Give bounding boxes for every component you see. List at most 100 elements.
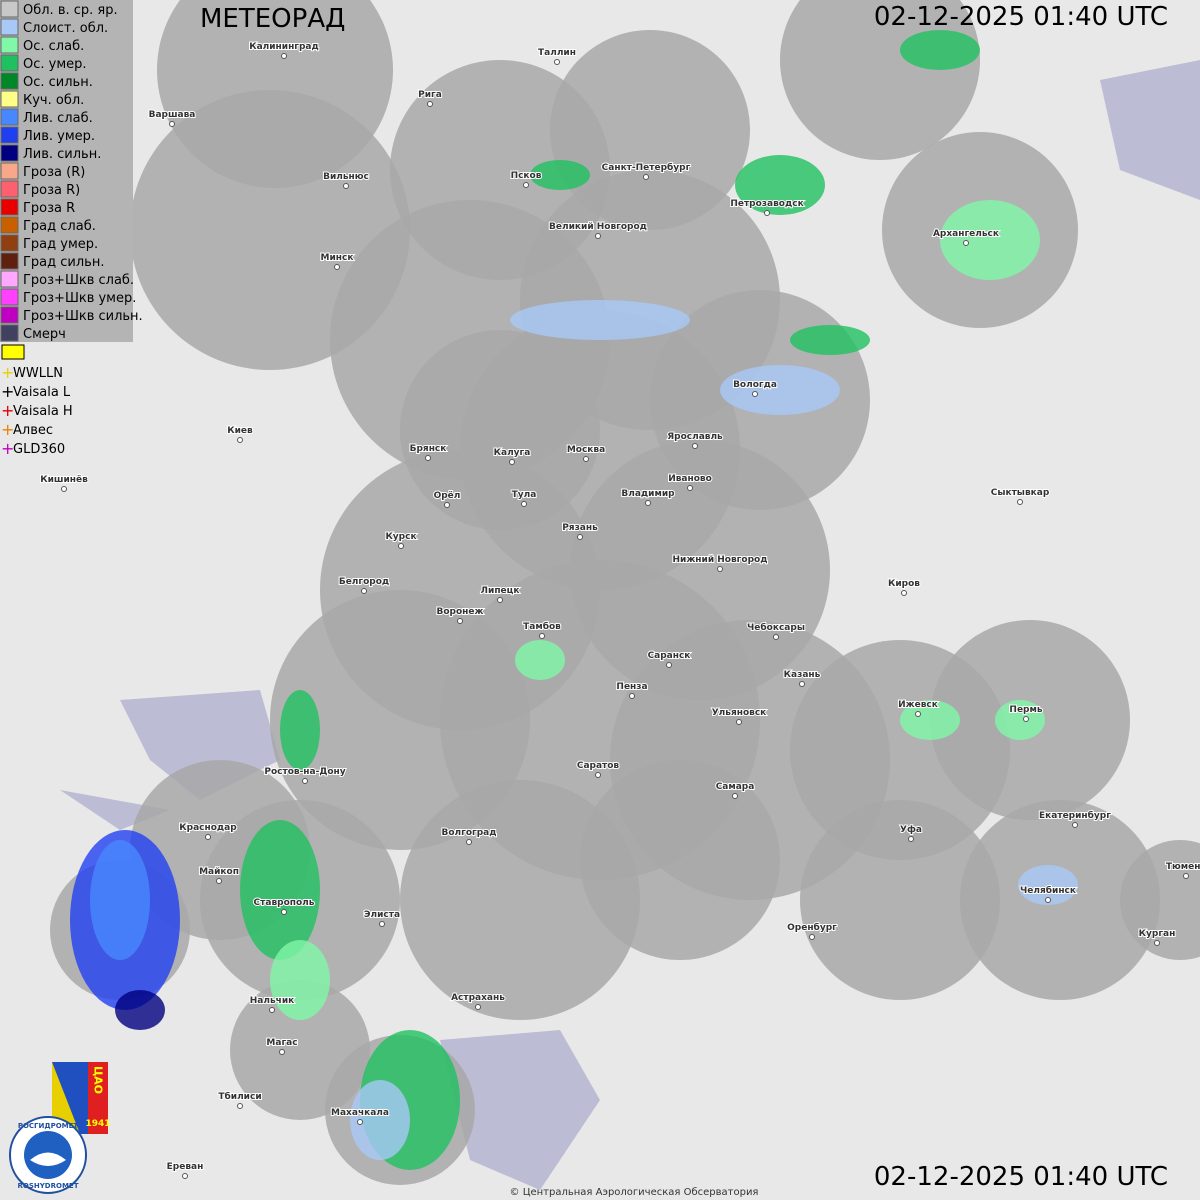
city-dot — [643, 174, 649, 180]
city-dot — [281, 53, 287, 59]
legend-label: Лив. сильн. — [23, 147, 101, 162]
city-label: Чебоксары — [747, 622, 805, 633]
legend-swatch — [0, 144, 19, 162]
city-label: Великий Новгород — [549, 222, 647, 232]
city-dot — [595, 772, 601, 778]
legend-swatch — [0, 162, 19, 180]
city-label: Калининград — [249, 42, 319, 52]
precip-area — [510, 300, 690, 340]
legend-label: Гроз+Шкв умер. — [23, 291, 136, 306]
precip-area — [790, 325, 870, 355]
city-dot — [1017, 499, 1023, 505]
city-dot — [752, 391, 758, 397]
copyright: © Центральная Аэрологическая Обсерватори… — [510, 1187, 759, 1198]
city-label: Вологда — [733, 380, 777, 390]
city-label: Воронеж — [437, 607, 484, 617]
precip-area — [940, 200, 1040, 280]
precip-area — [995, 700, 1045, 740]
city-label: Тбилиси — [218, 1091, 261, 1102]
city-label: Курск — [385, 532, 416, 542]
city-dot — [427, 101, 433, 107]
precipitation — [70, 30, 1078, 1170]
city-dot — [583, 456, 589, 462]
city-dot — [169, 121, 175, 127]
lightning-symbol: + — [1, 382, 14, 401]
city-label: Ульяновск — [712, 708, 767, 718]
legend-background — [0, 0, 133, 342]
legend-label: Смерч — [23, 327, 66, 342]
city-dot — [539, 633, 545, 639]
city-label: Рига — [418, 90, 442, 100]
city-dot — [237, 1103, 243, 1109]
city-dot — [425, 455, 431, 461]
city-label: Киев — [227, 426, 253, 436]
legend-swatch — [0, 72, 19, 90]
city-label: Нижний Новгород — [673, 555, 768, 565]
logo-year: 1941 — [85, 1119, 110, 1129]
city-label: Пенза — [616, 682, 647, 692]
precip-area — [515, 640, 565, 680]
legend-swatch — [0, 180, 19, 198]
legend-swatch — [0, 306, 19, 324]
city-label: Архангельск — [933, 229, 999, 239]
legend-label: Слоист. обл. — [23, 21, 108, 36]
city-dot — [379, 921, 385, 927]
radar-circle — [800, 800, 1000, 1000]
city-label: Рязань — [562, 523, 598, 533]
city-label: Санкт-Петербург — [602, 162, 691, 173]
city-label: Белгород — [339, 577, 389, 587]
city-label: Саратов — [577, 761, 620, 771]
city-label: Тюмень — [1166, 862, 1200, 872]
legend-label: Град сильн. — [23, 255, 104, 270]
city-dot — [717, 566, 723, 572]
city-label: Пермь — [1009, 705, 1042, 715]
city-dot — [61, 486, 67, 492]
city-label: Саранск — [648, 651, 691, 661]
city-dot — [645, 500, 651, 506]
city-dot — [764, 210, 770, 216]
city-label: Магас — [266, 1038, 297, 1048]
city-label: Курган — [1139, 929, 1176, 939]
city-dot — [357, 1119, 363, 1125]
city-dot — [361, 588, 367, 594]
city-label: Брянск — [410, 444, 447, 454]
city-dot — [629, 693, 635, 699]
city-dot — [205, 834, 211, 840]
logo-ring: ROSHYDROMET — [18, 1182, 79, 1190]
city-label: Майкоп — [199, 867, 239, 877]
city-label: Орёл — [434, 491, 461, 501]
city-dot — [521, 501, 527, 507]
city-dot — [554, 59, 560, 65]
city-dot — [269, 1007, 275, 1013]
city-label: Уфа — [900, 825, 922, 835]
legend-swatch — [0, 270, 19, 288]
lightning-label: GLD360 — [13, 442, 65, 457]
legend-label: Лив. умер. — [23, 129, 95, 144]
city-dot — [1154, 940, 1160, 946]
legend-swatch — [0, 234, 19, 252]
legend-swatch — [0, 108, 19, 126]
legend-swatch — [0, 288, 19, 306]
precip-area — [270, 940, 330, 1020]
city-dot — [1045, 897, 1051, 903]
city-dot — [901, 590, 907, 596]
precip-area — [900, 700, 960, 740]
city-label: Екатеринбург — [1039, 810, 1111, 821]
city-dot — [809, 934, 815, 940]
city-dot — [216, 878, 222, 884]
radar-circle — [230, 980, 370, 1120]
city-dot — [736, 719, 742, 725]
city-dot — [281, 909, 287, 915]
city-dot — [732, 793, 738, 799]
city-dot — [963, 240, 969, 246]
legend-label: Лив. слаб. — [23, 111, 93, 126]
precip-area — [735, 155, 825, 215]
city-dot — [182, 1173, 188, 1179]
precip-area — [900, 30, 980, 70]
city-dot — [475, 1004, 481, 1010]
cities: Калининград Таллин Рига Варшава Вильнюс Псков… — [39, 41, 1200, 1179]
lightning-icon — [1, 344, 25, 360]
legend-swatch — [0, 90, 19, 108]
precip-area — [530, 160, 590, 190]
city-dot — [398, 543, 404, 549]
